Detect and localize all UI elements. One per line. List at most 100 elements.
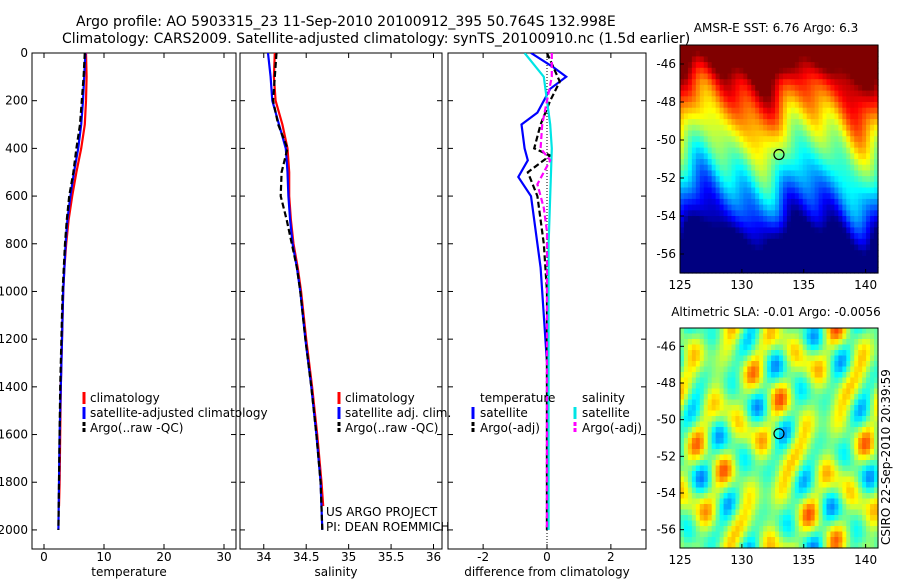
map-x-tick-label: 125: [669, 278, 692, 292]
map-cell: [818, 339, 824, 346]
map-cell: [691, 377, 697, 384]
map-cell: [727, 56, 733, 63]
map-cell: [842, 210, 847, 217]
map-cell: [802, 355, 808, 362]
map-cell: [747, 454, 752, 461]
map-cell: [790, 542, 796, 549]
map-cell: [755, 405, 760, 412]
map-cell: [826, 198, 832, 206]
map-cell: [862, 136, 867, 143]
map-cell: [683, 62, 689, 69]
map-cell: [683, 210, 689, 217]
map-cell: [775, 50, 780, 57]
map-cell: [838, 181, 843, 189]
map-cell: [794, 233, 800, 240]
map-cell: [703, 504, 709, 511]
map-cell: [723, 176, 729, 183]
map-cell: [810, 204, 816, 211]
map-cell: [874, 333, 879, 340]
map-cell: [755, 482, 760, 489]
map-cell: [834, 427, 839, 434]
map-cell: [874, 339, 879, 346]
map-cell: [858, 520, 863, 527]
map-cell: [838, 164, 843, 171]
map-cell: [854, 216, 859, 223]
map-cell: [687, 119, 693, 126]
map-cell: [727, 233, 733, 240]
map-cell: [826, 372, 832, 379]
map-cell: [842, 542, 847, 549]
map-cell: [866, 62, 871, 69]
map-cell: [751, 482, 756, 489]
map-cell: [834, 454, 839, 461]
map-cell: [794, 198, 800, 206]
map-cell: [759, 366, 764, 373]
map-cell: [723, 493, 729, 500]
map-cell: [826, 90, 832, 97]
y-tick-label: 1400: [0, 380, 28, 394]
map-cell: [830, 328, 836, 335]
map-cell: [806, 267, 812, 274]
map-cell: [870, 261, 875, 268]
map-cell: [850, 443, 855, 450]
map-cell: [747, 170, 752, 177]
map-cell: [691, 531, 697, 538]
map-cell: [687, 204, 693, 211]
map-cell: [870, 388, 875, 395]
map-cell: [782, 515, 788, 522]
map-cell: [866, 233, 871, 240]
map-cell: [874, 355, 879, 362]
map-cell: [703, 487, 709, 494]
map-cell: [866, 361, 871, 368]
map-cell: [703, 355, 709, 362]
map-cell: [826, 394, 832, 401]
map-cell: [715, 136, 721, 143]
map-cell: [695, 526, 701, 533]
map-cell: [751, 187, 756, 194]
map-cell: [874, 526, 879, 533]
map-cell: [838, 255, 843, 263]
map-cell: [862, 159, 867, 166]
map-cell: [771, 250, 776, 257]
map-cell: [810, 366, 816, 373]
map-cell: [866, 542, 871, 549]
map-cell: [826, 119, 832, 126]
map-cell: [759, 56, 764, 63]
map-cell: [743, 498, 748, 505]
map-cell: [850, 45, 855, 52]
map-cell: [735, 119, 740, 126]
map-cell: [850, 124, 855, 132]
map-cell: [834, 509, 839, 516]
map-cell: [743, 383, 748, 390]
map-cell: [874, 79, 879, 86]
map-cell: [683, 509, 689, 516]
map-cell: [834, 333, 839, 340]
map-cell: [711, 427, 717, 434]
map-cell: [802, 498, 808, 505]
map-cell: [703, 198, 709, 206]
map-cell: [870, 181, 875, 189]
map-cell: [826, 498, 832, 505]
map-cell: [798, 498, 804, 505]
map-cell: [790, 416, 796, 423]
map-cell: [763, 339, 768, 346]
map-cell: [699, 107, 705, 114]
map-cell: [810, 350, 816, 357]
map-cell: [854, 498, 859, 505]
map-cell: [707, 366, 713, 373]
map-cell: [858, 267, 863, 274]
map-cell: [763, 537, 768, 544]
map-cell: [834, 399, 839, 406]
map-cell: [854, 460, 859, 467]
map-cell: [834, 394, 839, 401]
map-cell: [814, 136, 820, 143]
map-cell: [691, 520, 697, 527]
map-cell: [755, 147, 760, 154]
map-cell: [723, 261, 729, 268]
map-cell: [727, 62, 733, 69]
map-cell: [842, 388, 847, 395]
map-cell: [707, 471, 713, 478]
map-cell: [858, 136, 863, 143]
map-cell: [790, 261, 796, 268]
map-cell: [687, 520, 693, 527]
